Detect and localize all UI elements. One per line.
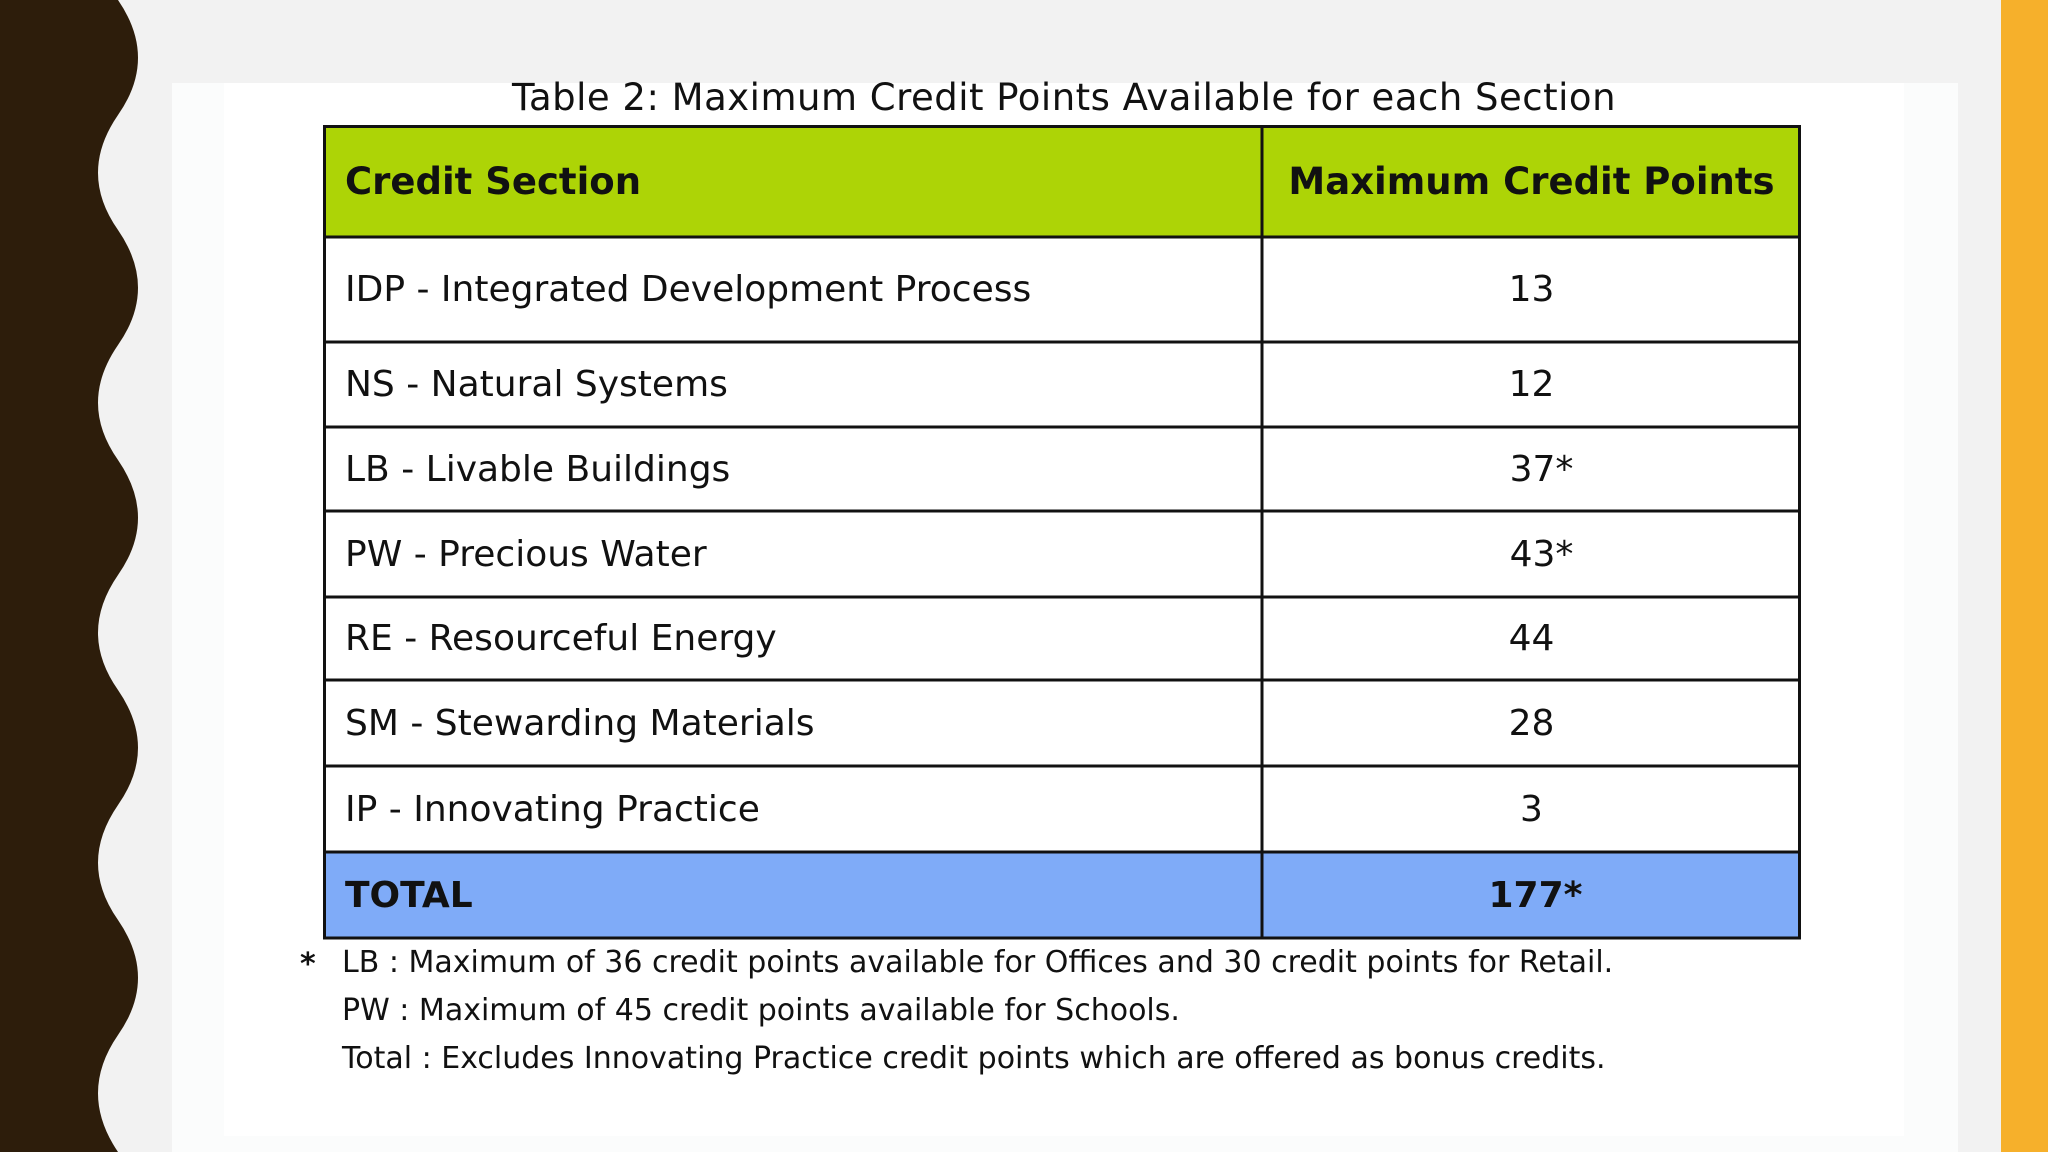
- table-row: PW - Precious Water 43*: [323, 511, 1801, 597]
- wavy-left-border: [0, 0, 138, 1152]
- section-cell: RE - Resourceful Energy: [345, 618, 777, 659]
- footnote-line: LB : Maximum of 36 credit points availab…: [342, 945, 1614, 980]
- points-cell: 3: [1520, 788, 1543, 830]
- table-row: IP - Innovating Practice 3: [323, 766, 1801, 852]
- total-points-cell: 177*: [1488, 874, 1583, 916]
- header-maximum-credit-points: Maximum Credit Points: [1288, 159, 1775, 203]
- table-row: LB - Livable Buildings 37*: [323, 427, 1801, 511]
- section-cell: NS - Natural Systems: [345, 364, 728, 405]
- credit-points-table: Credit Section Maximum Credit Points IDP…: [323, 125, 1801, 940]
- section-cell: IDP - Integrated Development Process: [345, 269, 1032, 310]
- section-cell: IP - Innovating Practice: [345, 788, 760, 830]
- table-row: IDP - Integrated Development Process 13: [323, 237, 1801, 342]
- right-accent-stripe: [2001, 0, 2048, 1152]
- points-cell: 12: [1508, 364, 1555, 405]
- points-cell: 28: [1508, 702, 1555, 744]
- table-header-row: Credit Section Maximum Credit Points: [323, 125, 1801, 237]
- table-row: RE - Resourceful Energy 44: [323, 597, 1801, 680]
- table-caption: Table 2: Maximum Credit Points Available…: [511, 76, 1617, 116]
- footnote-line: PW : Maximum of 45 credit points availab…: [342, 993, 1180, 1028]
- footnote-line: Total : Excludes Innovating Practice cre…: [342, 1041, 1606, 1076]
- total-label-cell: TOTAL: [345, 874, 473, 916]
- section-cell: PW - Precious Water: [345, 533, 707, 575]
- points-cell: 43*: [1509, 533, 1574, 575]
- footnote-marker: *: [300, 947, 316, 982]
- points-cell: 13: [1508, 269, 1555, 310]
- section-cell: SM - Stewarding Materials: [345, 702, 815, 744]
- table-image: [224, 83, 1904, 1136]
- header-credit-section: Credit Section: [345, 159, 642, 203]
- points-cell: 37*: [1509, 448, 1574, 490]
- section-cell: LB - Livable Buildings: [345, 448, 731, 490]
- table-row: SM - Stewarding Materials 28: [323, 680, 1801, 766]
- points-cell: 44: [1508, 618, 1555, 659]
- table-row: NS - Natural Systems 12: [323, 342, 1801, 427]
- table-total-row: TOTAL 177*: [323, 852, 1801, 938]
